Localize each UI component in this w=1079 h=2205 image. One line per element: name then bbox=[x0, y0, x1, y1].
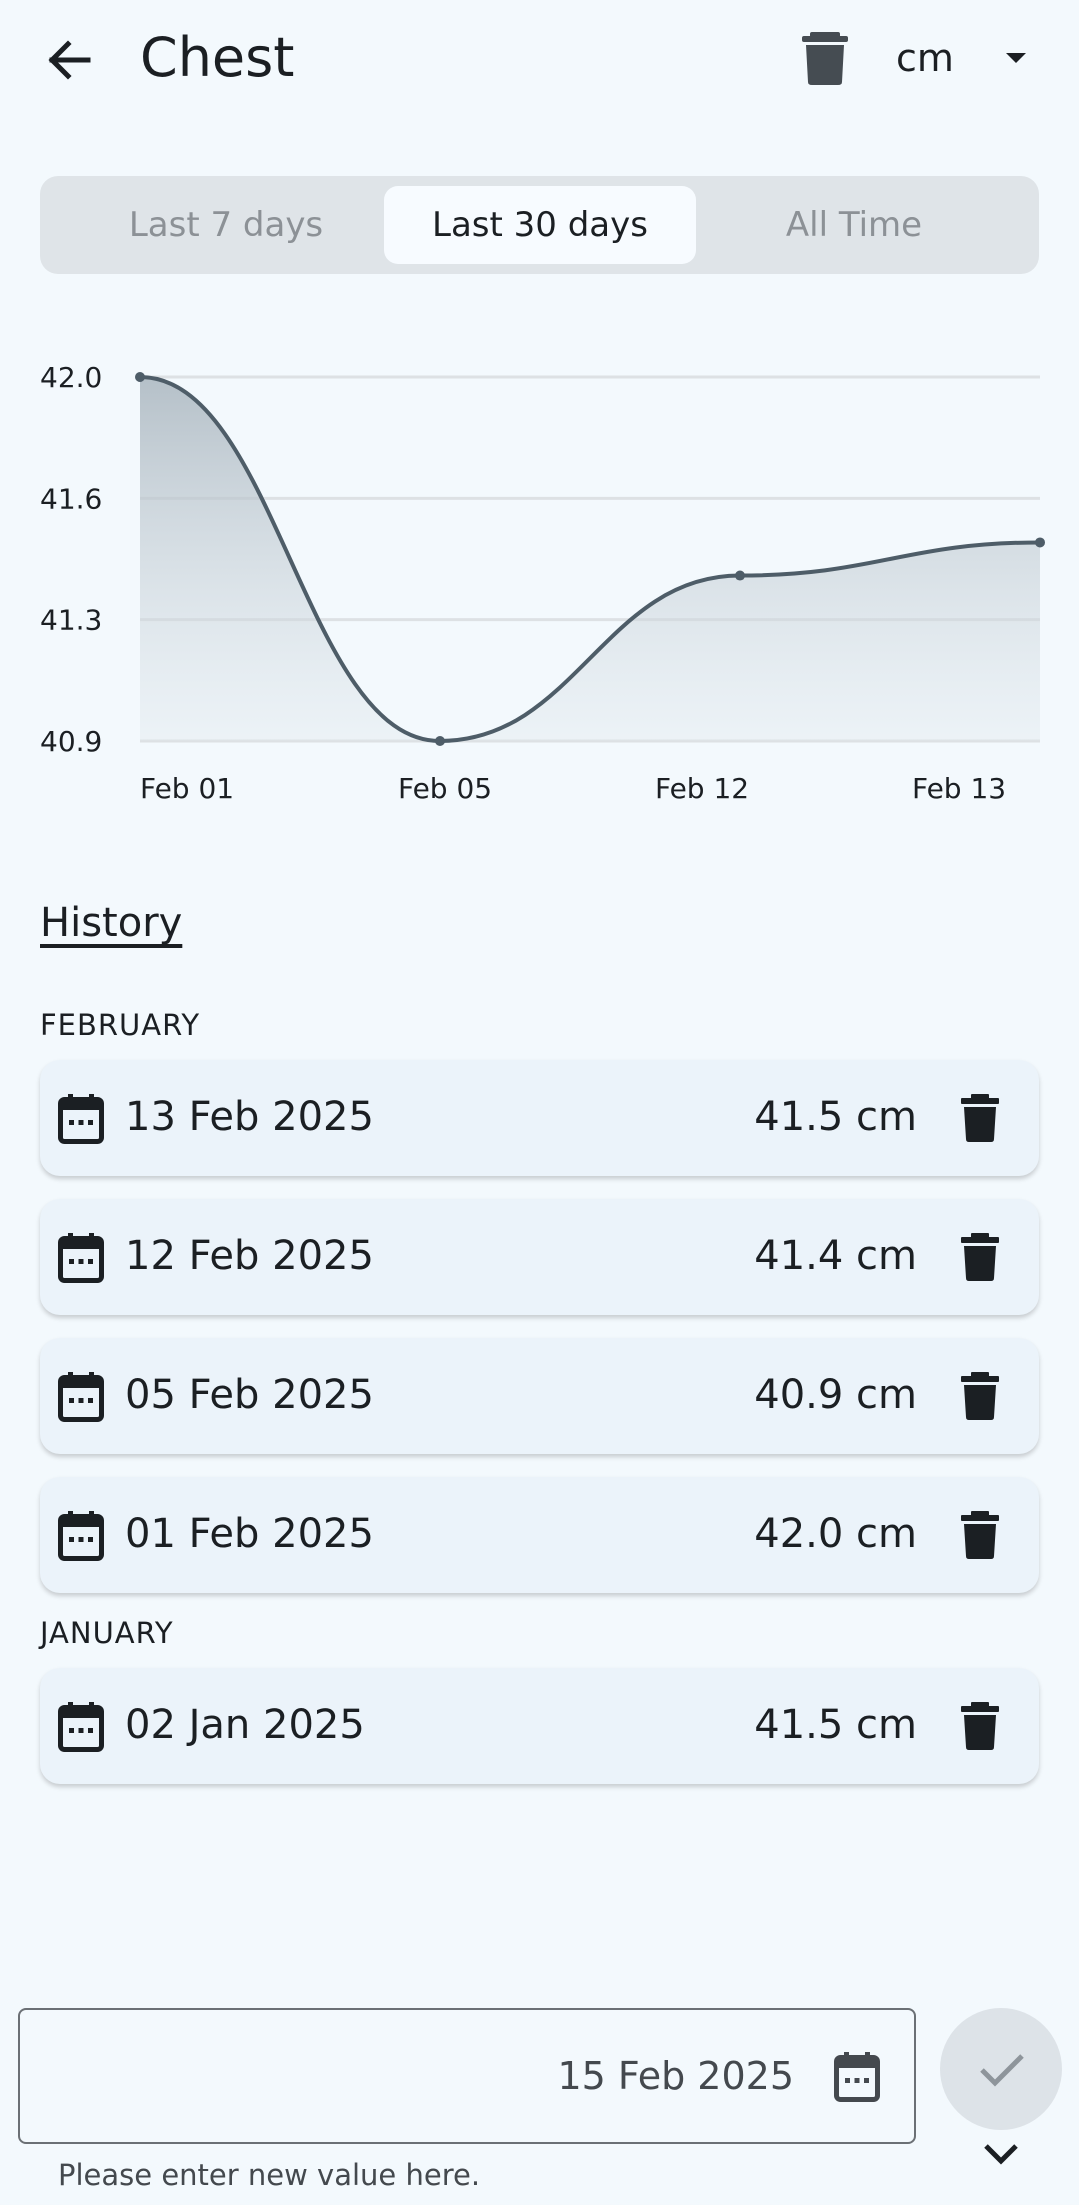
history-row[interactable]: 01 Feb 2025 42.0 cm bbox=[40, 1477, 1039, 1593]
entry-date: 02 Jan 2025 bbox=[125, 1702, 365, 1748]
y-axis-ticks: 42.0 41.6 41.3 40.9 bbox=[40, 361, 102, 758]
tab-last-7-days[interactable]: Last 7 days bbox=[128, 205, 324, 245]
check-icon bbox=[980, 2054, 1024, 2087]
chevron-down-icon[interactable] bbox=[982, 2140, 1020, 2166]
entry-value: 40.9 cm bbox=[754, 1372, 917, 1418]
chart-points bbox=[135, 372, 1045, 746]
month-header: FEBRUARY bbox=[40, 1008, 201, 1042]
measurement-chart: 42.0 41.6 41.3 40.9 Feb 01 Feb 05 Feb 12 Feb 1… bbox=[40, 361, 1045, 805]
data-point bbox=[1035, 537, 1045, 548]
entry-date: 05 Feb 2025 bbox=[125, 1372, 374, 1418]
confirm-button[interactable] bbox=[940, 2008, 1062, 2130]
unit-label: cm bbox=[896, 36, 954, 80]
data-point bbox=[735, 570, 745, 581]
chart-area bbox=[140, 377, 1040, 741]
trash-icon[interactable] bbox=[961, 1511, 999, 1559]
data-point bbox=[135, 372, 145, 382]
x-tick-label: Feb 13 bbox=[912, 772, 1006, 805]
trash-icon[interactable] bbox=[961, 1702, 999, 1750]
entry-value: 41.5 cm bbox=[754, 1094, 917, 1140]
entry-date: 01 Feb 2025 bbox=[125, 1511, 374, 1557]
entry-value: 41.4 cm bbox=[754, 1233, 917, 1279]
unit-dropdown[interactable]: cm bbox=[880, 26, 1040, 90]
trash-icon[interactable] bbox=[961, 1233, 999, 1281]
trash-icon[interactable] bbox=[961, 1372, 999, 1420]
delete-all-trash-icon[interactable] bbox=[800, 30, 850, 86]
entry-date: 12 Feb 2025 bbox=[125, 1233, 374, 1279]
history-row[interactable]: 12 Feb 2025 41.4 cm bbox=[40, 1199, 1039, 1315]
x-tick-label: Feb 01 bbox=[140, 772, 234, 805]
chart-line bbox=[139, 375, 1041, 744]
tab-all-time[interactable]: All Time bbox=[785, 205, 923, 245]
x-axis-ticks: Feb 01 Feb 05 Feb 12 Feb 13 bbox=[140, 772, 1006, 805]
calendar-icon[interactable] bbox=[834, 2052, 880, 2102]
y-tick-label: 41.6 bbox=[40, 482, 102, 515]
history-title: History bbox=[40, 900, 183, 946]
y-tick-label: 41.3 bbox=[40, 604, 102, 637]
data-point bbox=[435, 736, 445, 746]
entry-value: 42.0 cm bbox=[754, 1511, 917, 1557]
entry-date-value[interactable]: 15 Feb 2025 bbox=[557, 2054, 795, 2098]
y-tick-label: 42.0 bbox=[40, 361, 102, 394]
history-row[interactable]: 13 Feb 2025 41.5 cm bbox=[40, 1060, 1039, 1176]
page-title: Chest bbox=[140, 26, 295, 89]
trash-icon[interactable] bbox=[961, 1094, 999, 1142]
calendar-icon bbox=[58, 1233, 104, 1283]
entry-value: 41.5 cm bbox=[754, 1702, 917, 1748]
entry-date: 13 Feb 2025 bbox=[125, 1094, 374, 1140]
history-row[interactable]: 02 Jan 2025 41.5 cm bbox=[40, 1668, 1039, 1784]
x-tick-label: Feb 05 bbox=[398, 772, 492, 805]
x-tick-label: Feb 12 bbox=[655, 772, 749, 805]
calendar-icon bbox=[58, 1702, 104, 1752]
calendar-icon bbox=[58, 1094, 104, 1144]
calendar-icon bbox=[58, 1372, 104, 1422]
tab-last-30-days[interactable]: Last 30 days bbox=[384, 186, 696, 264]
calendar-icon bbox=[58, 1511, 104, 1561]
back-arrow-icon[interactable] bbox=[40, 30, 100, 90]
month-header: JANUARY bbox=[40, 1616, 174, 1650]
input-helper-text: Please enter new value here. bbox=[58, 2158, 481, 2192]
caret-down-icon bbox=[1005, 53, 1026, 63]
y-tick-label: 40.9 bbox=[40, 725, 102, 758]
time-range-tabs: Last 7 days Last 30 days All Time bbox=[40, 176, 1039, 274]
new-value-input[interactable]: 15 Feb 2025 bbox=[18, 2008, 916, 2144]
history-row[interactable]: 05 Feb 2025 40.9 cm bbox=[40, 1338, 1039, 1454]
